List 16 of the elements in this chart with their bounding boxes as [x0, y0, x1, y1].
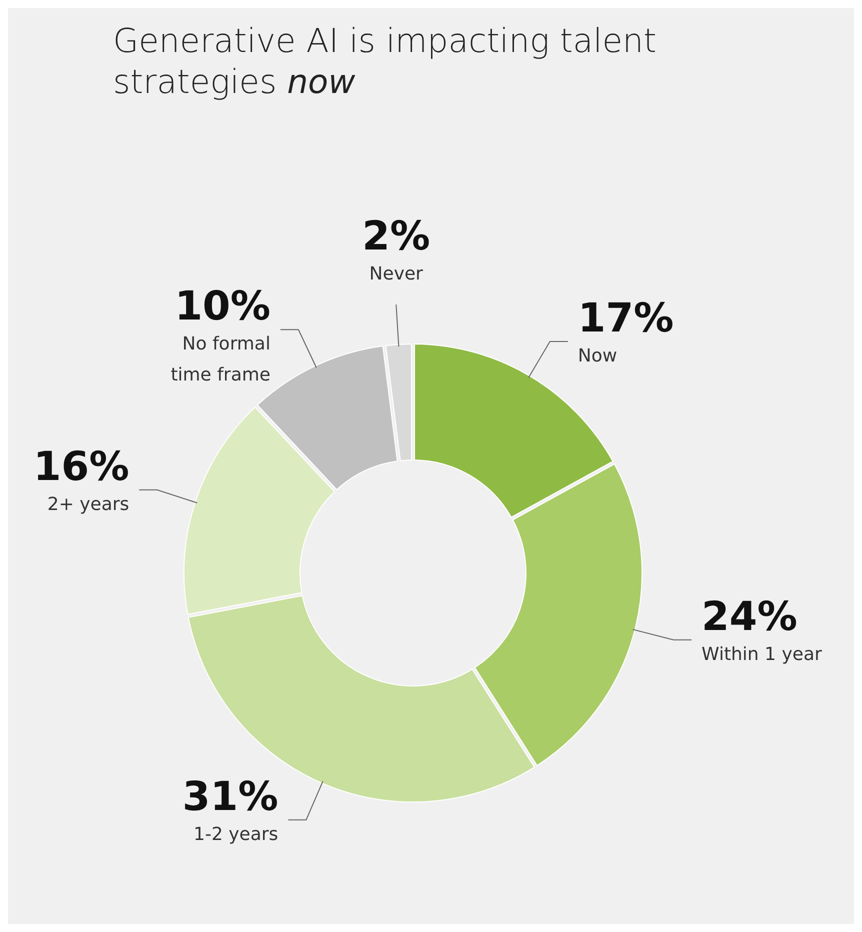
- slice-label: Now: [578, 345, 618, 366]
- donut-slice: [184, 406, 336, 615]
- donut-slice: [385, 344, 412, 462]
- slice-label: 2+ years: [47, 494, 130, 515]
- data-label: 10%: [174, 284, 270, 330]
- chart-title: Generative AI is impacting talent strategies now: [113, 21, 656, 101]
- slice-label: Never: [369, 264, 424, 285]
- slice-label: 1-2 years: [194, 824, 278, 845]
- data-label: 24%: [702, 594, 798, 640]
- slice-label: Within 1 year: [702, 644, 822, 665]
- data-label: 16%: [33, 444, 130, 490]
- data-label: 31%: [182, 774, 278, 820]
- data-label: 2%: [362, 214, 430, 260]
- data-label: 17%: [578, 295, 674, 342]
- donut-slice: [474, 464, 642, 766]
- slice-label: No formal time frame: [170, 334, 270, 386]
